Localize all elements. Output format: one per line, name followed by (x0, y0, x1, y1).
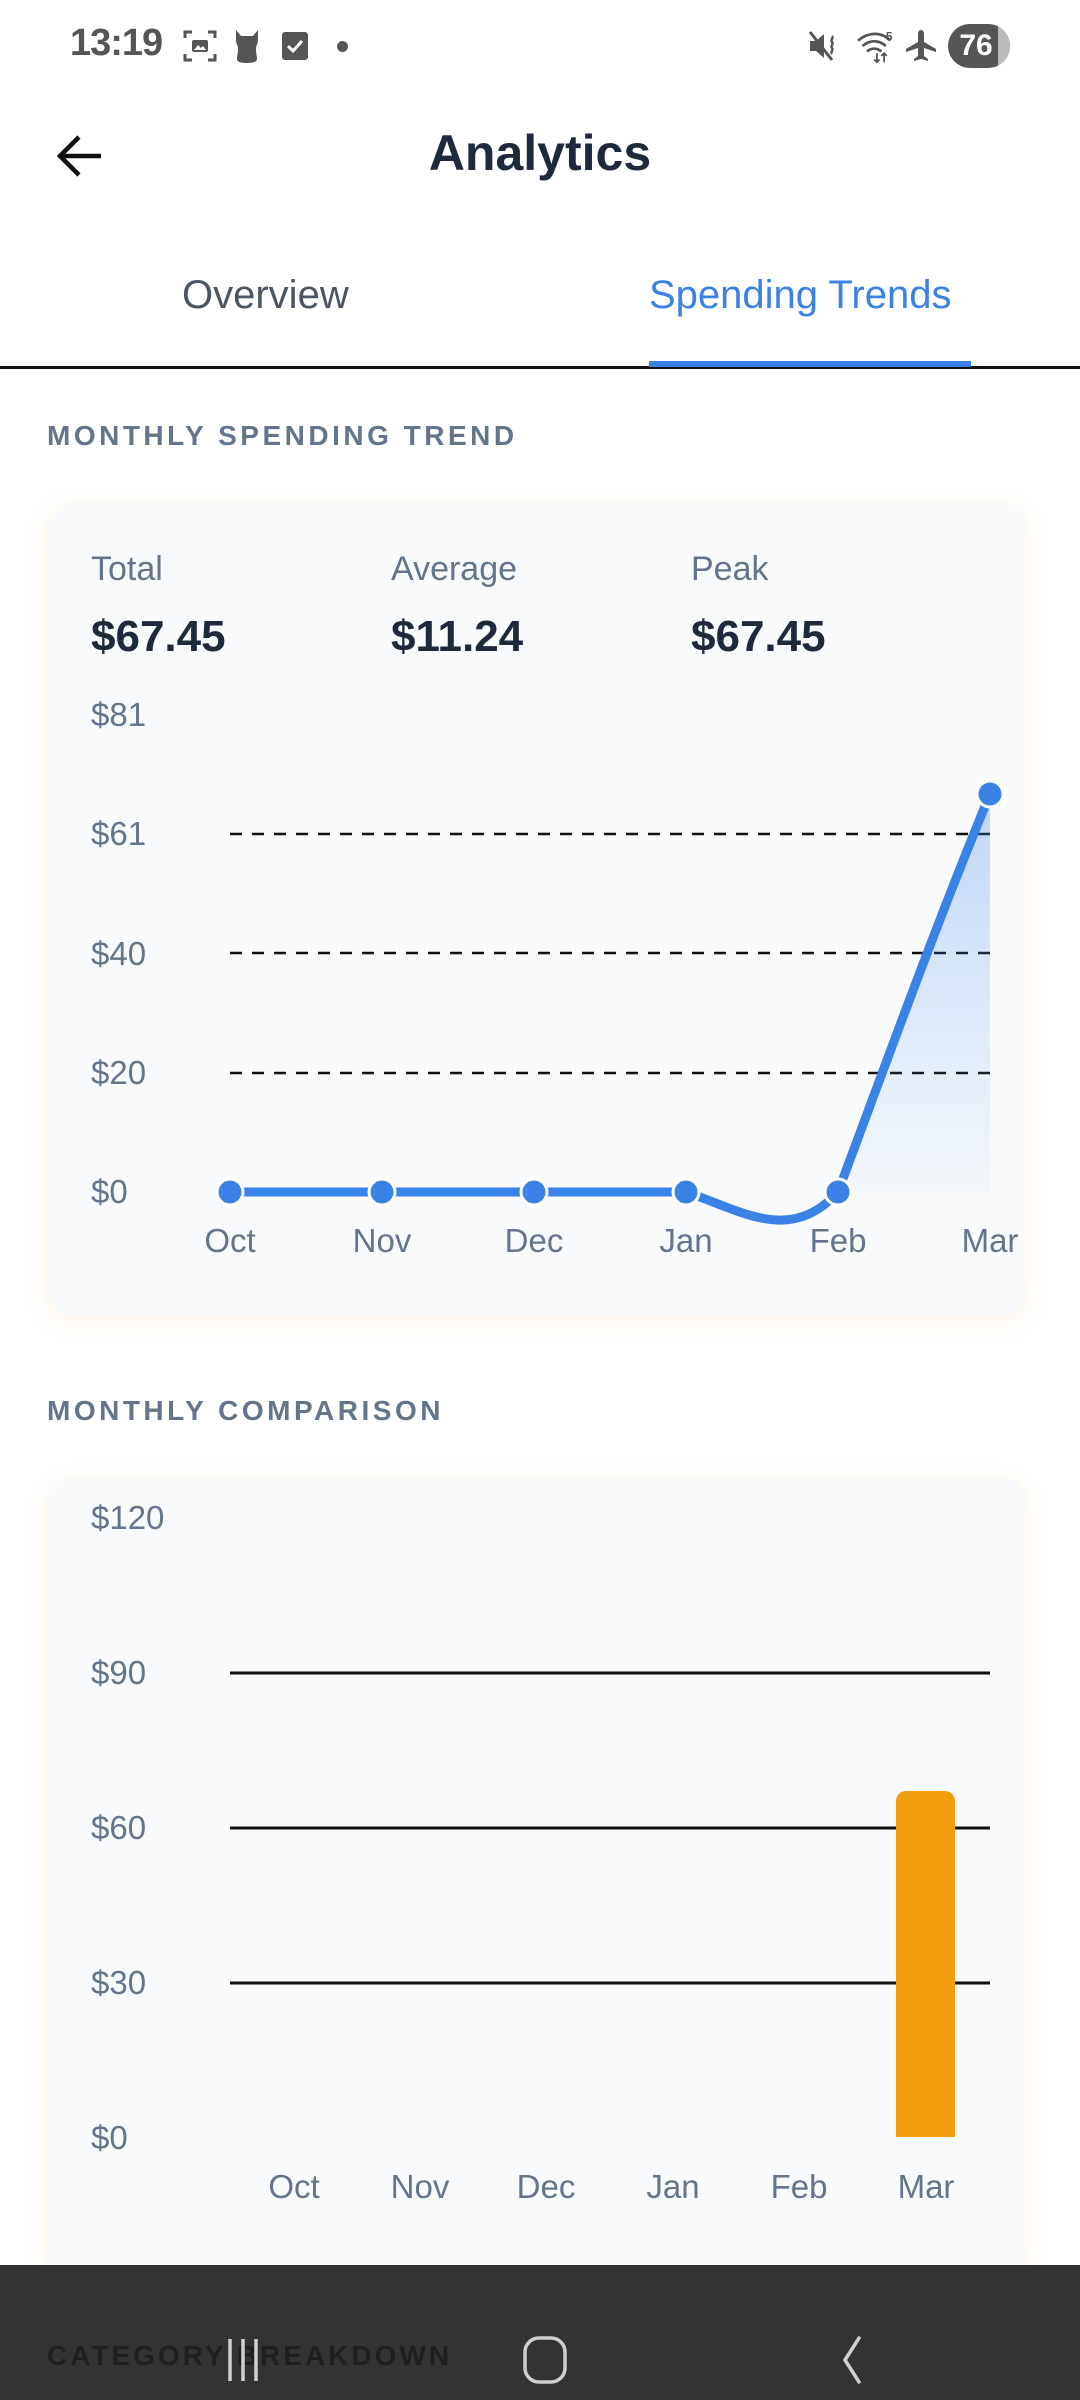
system-back-button[interactable] (803, 2315, 893, 2400)
tab-spending-trends[interactable]: Spending Trends (649, 273, 952, 317)
y-tick-label: $61 (91, 815, 147, 852)
stat-value-average: $11.24 (391, 612, 524, 661)
y-tick-label: $90 (91, 1654, 147, 1691)
y-tick-label: $120 (91, 1499, 165, 1536)
x-tick-label: Dec (516, 2168, 576, 2205)
y-tick-label: $40 (91, 935, 147, 972)
grid-lines (230, 1671, 990, 1985)
x-tick-label: Feb (809, 1222, 867, 1259)
screenshot-icon (183, 30, 217, 62)
monthly-comparison-card (48, 1478, 1026, 2278)
back-button[interactable] (48, 124, 112, 188)
y-tick-label: $30 (91, 1964, 147, 2001)
x-tick-label: Dec (504, 1222, 564, 1259)
back-icon (842, 2336, 861, 2384)
bar-mar (896, 1791, 955, 2137)
page-title: Analytics (428, 125, 652, 181)
app-bar: Analytics (0, 100, 1080, 220)
x-tick-label: Nov (390, 2168, 450, 2205)
x-tick-label: Nov (352, 1222, 412, 1259)
tab-overview[interactable]: Overview (182, 273, 349, 317)
status-time: 13:19 (70, 22, 163, 64)
status-bar: 13:19 5 76 (0, 0, 1080, 92)
trend-line (225, 789, 995, 1225)
stat-label-peak: Peak (691, 550, 769, 588)
grid-lines (230, 832, 990, 1075)
x-tick-label: Jan (646, 2168, 700, 2205)
section-title-monthly-comparison: MONTHLY COMPARISON (47, 1395, 444, 1426)
airplane-mode-icon (906, 30, 936, 61)
battery-indicator: 76 (948, 24, 1010, 68)
recent-apps-icon (228, 2339, 258, 2381)
home-icon (523, 2336, 567, 2384)
x-tick-label: Jan (659, 1222, 713, 1259)
x-tick-label: Feb (770, 2168, 828, 2205)
app-notification-icon (236, 30, 258, 63)
y-tick-label: $81 (91, 696, 147, 733)
active-tab-indicator (649, 361, 971, 367)
x-tick-label: Mar (897, 2168, 955, 2205)
y-tick-label: $20 (91, 1054, 147, 1091)
stat-value-total: $67.45 (91, 612, 226, 661)
data-points (215, 779, 1005, 1207)
stat-value-peak: $67.45 (691, 612, 826, 661)
x-tick-label: Oct (204, 1222, 256, 1259)
section-title-category-breakdown: CATEGORY BREAKDOWN (47, 2340, 453, 2371)
y-tick-label: $0 (91, 2119, 128, 2156)
svg-text:5: 5 (886, 31, 893, 44)
dot-icon (337, 41, 348, 52)
y-tick-label: $60 (91, 1809, 147, 1846)
mute-icon (808, 31, 834, 61)
x-tick-label: Mar (961, 1222, 1019, 1259)
system-nav-bar (0, 2265, 1080, 2400)
stat-label-average: Average (391, 550, 518, 588)
x-tick-label: Oct (268, 2168, 320, 2205)
y-tick-label: $0 (91, 1173, 128, 1210)
recent-apps-button[interactable] (198, 2315, 288, 2400)
section-title-monthly-trend: MONTHLY SPENDING TREND (47, 420, 518, 451)
home-button[interactable] (500, 2315, 590, 2400)
arrow-left-icon (56, 135, 101, 177)
wifi-icon: 5 (857, 31, 893, 64)
checkbox-notification-icon (282, 32, 308, 60)
line-chart (215, 779, 1005, 1225)
stat-label-total: Total (91, 550, 163, 588)
tab-bar: Overview Spending Trends (0, 255, 1080, 369)
